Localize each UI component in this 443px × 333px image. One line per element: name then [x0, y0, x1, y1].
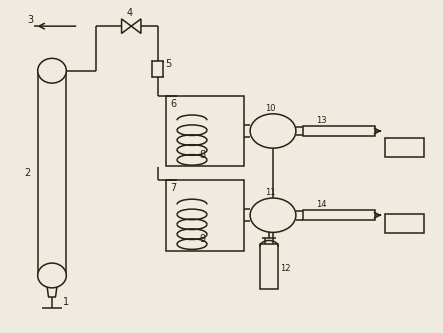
Circle shape	[250, 114, 296, 148]
Text: 8: 8	[199, 150, 206, 160]
Polygon shape	[131, 19, 141, 33]
Text: 6: 6	[170, 99, 176, 109]
Text: 3: 3	[27, 15, 33, 25]
Text: 14: 14	[316, 200, 326, 209]
Circle shape	[250, 198, 296, 232]
Text: 10: 10	[265, 104, 276, 113]
Text: TCD: TCD	[394, 219, 416, 229]
Text: 11: 11	[265, 188, 276, 197]
Ellipse shape	[38, 58, 66, 83]
Bar	[152, 61, 163, 77]
Text: 7: 7	[170, 183, 176, 193]
Text: 13: 13	[316, 116, 326, 125]
Text: TCD: TCD	[394, 143, 416, 153]
Text: 4: 4	[127, 8, 133, 18]
Bar	[303, 210, 375, 220]
Text: 2: 2	[25, 168, 31, 178]
Bar	[167, 180, 244, 251]
Polygon shape	[121, 19, 131, 33]
Text: 1: 1	[63, 296, 69, 307]
Ellipse shape	[38, 263, 66, 288]
Bar	[385, 214, 424, 233]
Bar	[167, 96, 244, 166]
Text: 5: 5	[165, 59, 171, 70]
Bar	[260, 244, 278, 289]
Bar	[303, 126, 375, 136]
Text: 12: 12	[280, 263, 291, 272]
Text: 9: 9	[199, 234, 206, 244]
Bar	[385, 138, 424, 157]
